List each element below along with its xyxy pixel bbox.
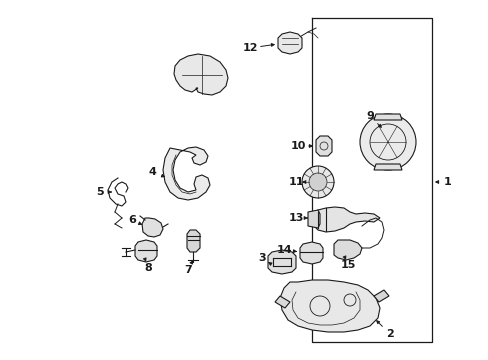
Polygon shape bbox=[280, 280, 379, 332]
Polygon shape bbox=[313, 207, 379, 232]
Text: 12: 12 bbox=[242, 43, 257, 53]
Polygon shape bbox=[135, 240, 157, 262]
Polygon shape bbox=[373, 114, 401, 120]
Text: 3: 3 bbox=[258, 253, 265, 263]
Polygon shape bbox=[186, 230, 200, 252]
Polygon shape bbox=[373, 290, 388, 302]
Text: 13: 13 bbox=[288, 213, 303, 223]
Polygon shape bbox=[307, 210, 319, 228]
Polygon shape bbox=[267, 250, 295, 274]
Text: 1: 1 bbox=[443, 177, 451, 187]
Text: 8: 8 bbox=[144, 263, 152, 273]
Circle shape bbox=[359, 114, 415, 170]
Polygon shape bbox=[315, 136, 331, 156]
Polygon shape bbox=[174, 54, 227, 95]
Polygon shape bbox=[373, 164, 401, 170]
Circle shape bbox=[302, 166, 333, 198]
Text: 9: 9 bbox=[366, 111, 373, 121]
Circle shape bbox=[308, 173, 326, 191]
Polygon shape bbox=[333, 240, 361, 260]
Polygon shape bbox=[142, 218, 163, 237]
Text: 5: 5 bbox=[96, 187, 103, 197]
Text: 15: 15 bbox=[340, 260, 355, 270]
Text: 2: 2 bbox=[386, 329, 393, 339]
Polygon shape bbox=[163, 147, 209, 200]
Polygon shape bbox=[274, 296, 289, 308]
Text: 11: 11 bbox=[287, 177, 303, 187]
Text: 14: 14 bbox=[277, 245, 292, 255]
Text: 4: 4 bbox=[148, 167, 156, 177]
Polygon shape bbox=[278, 32, 302, 54]
Polygon shape bbox=[299, 242, 323, 264]
Text: 6: 6 bbox=[128, 215, 136, 225]
Text: 7: 7 bbox=[184, 265, 191, 275]
Text: 10: 10 bbox=[290, 141, 305, 151]
